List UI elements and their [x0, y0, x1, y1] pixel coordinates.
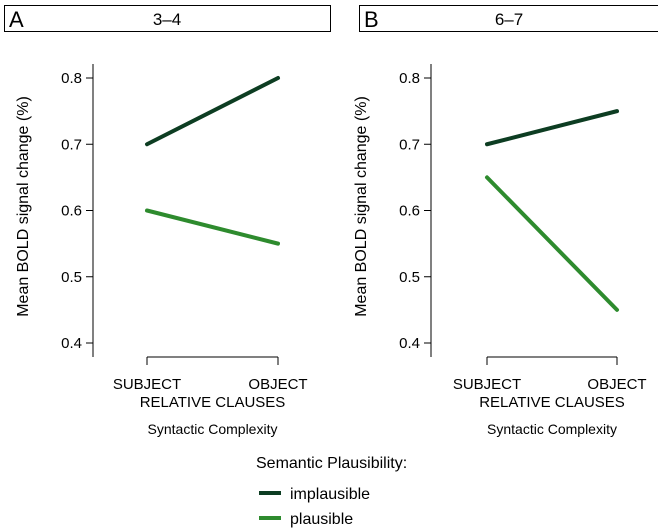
panel-a-y-tick-label-2: 0.6: [61, 203, 82, 220]
panel-a: A 3–4 0.4 0.5 0.6 0.7 0.8 Mean BOLD signal chan…: [4, 5, 331, 437]
panel-b-series-implausible: [485, 109, 619, 147]
chart-panels: A 3–4 0.4 0.5 0.6 0.7 0.8 Mean BOLD signal chan…: [4, 5, 658, 437]
panel-a-y-tick-label-0: 0.4: [61, 335, 82, 352]
panel-a-x-axis-label: Syntactic Complexity: [148, 421, 278, 437]
panel-a-title: 3–4: [153, 10, 181, 29]
panel-b-letter: B: [364, 7, 379, 32]
panel-a-y-tick-label-3: 0.7: [61, 136, 82, 153]
legend-label-plausible: plausible: [290, 511, 353, 528]
panel-b-title-box: [359, 5, 658, 32]
panel-a-y-tick-label-1: 0.5: [61, 269, 82, 286]
panel-b-y-tick-label-0: 0.4: [399, 335, 420, 352]
panel-b-y-tick-label-4: 0.8: [399, 70, 420, 87]
legend-label-implausible: implausible: [290, 486, 370, 503]
panel-a-y-axis-label: Mean BOLD signal change (%): [15, 96, 32, 317]
panel-b-x-category-group-label: RELATIVE CLAUSES: [479, 394, 625, 411]
panel-b-x-tick-label-subject: SUBJECT: [453, 376, 521, 393]
panel-a-title-box: [4, 5, 331, 32]
legend-title: Semantic Plausibility:: [256, 455, 407, 472]
panel-b-y-tick-label-1: 0.5: [399, 269, 420, 286]
panel-a-y-tick-label-4: 0.8: [61, 70, 82, 87]
panel-a-x-category-group-label: RELATIVE CLAUSES: [140, 394, 286, 411]
panel-b-x-axis-label: Syntactic Complexity: [487, 421, 617, 437]
panel-b-series-plausible: [485, 175, 619, 312]
panel-a-letter: A: [9, 7, 24, 32]
panel-a-x-tick-label-object: OBJECT: [248, 376, 307, 393]
panel-a-x-tick-label-subject: SUBJECT: [113, 376, 181, 393]
panel-b-x-tick-label-object: OBJECT: [587, 376, 646, 393]
panel-b-y-axis-label: Mean BOLD signal change (%): [353, 96, 370, 317]
panel-b-y-tick-label-2: 0.6: [399, 203, 420, 220]
panel-a-series-implausible: [145, 76, 280, 147]
panel-b-title: 6–7: [495, 10, 523, 29]
panel-b-y-tick-label-3: 0.7: [399, 136, 420, 153]
panel-b: B 6–7 0.4 0.5 0.6 0.7 0.8 Mean BOLD signal chan…: [353, 5, 658, 437]
panel-a-series-plausible: [145, 208, 280, 246]
legend: Semantic Plausibility: implausible plaus…: [256, 455, 407, 528]
